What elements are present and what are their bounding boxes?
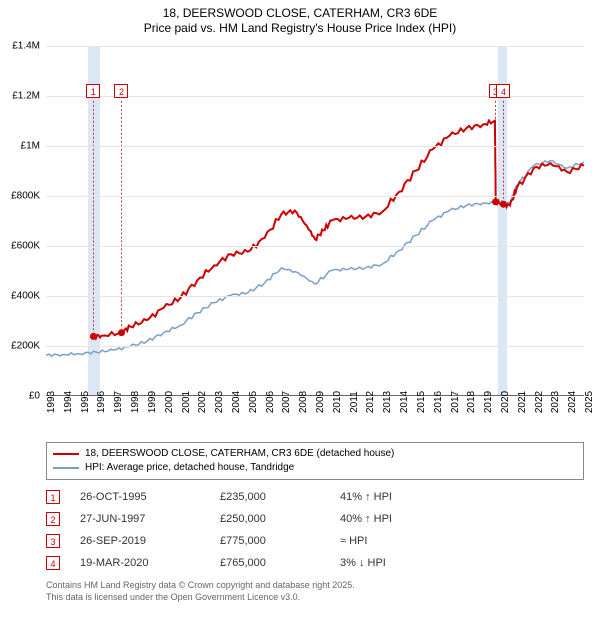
chart-container: 18, DEERSWOOD CLOSE, CATERHAM, CR3 6DE P… — [0, 0, 600, 620]
x-tick-label: 2025 — [584, 391, 595, 413]
legend-item: HPI: Average price, detached house, Tand… — [53, 461, 577, 475]
tx-date: 26-SEP-2019 — [80, 535, 200, 547]
grid-line — [46, 146, 584, 147]
x-tick-label: 2018 — [466, 391, 477, 413]
x-tick-label: 2019 — [483, 391, 494, 413]
tx-marker: 3 — [46, 534, 60, 548]
grid-line — [46, 296, 584, 297]
tx-pct: ≈ HPI — [340, 535, 440, 547]
grid-line — [46, 346, 584, 347]
x-tick-label: 2012 — [365, 391, 376, 413]
legend: 18, DEERSWOOD CLOSE, CATERHAM, CR3 6DE (… — [46, 442, 584, 480]
x-tick-label: 2014 — [399, 391, 410, 413]
x-tick-label: 1993 — [46, 391, 57, 413]
transaction-row: 4 19-MAR-2020 £765,000 3% ↓ HPI — [46, 552, 584, 574]
x-tick-label: 2016 — [433, 391, 444, 413]
x-tick-label: 2001 — [181, 391, 192, 413]
x-tick-label: 2021 — [517, 391, 528, 413]
tx-pct: 41% ↑ HPI — [340, 491, 440, 503]
legend-swatch — [53, 467, 79, 469]
x-tick-label: 2015 — [416, 391, 427, 413]
y-axis: £0£200K£400K£600K£800K£1M£1.2M£1.4M — [0, 46, 44, 396]
tx-price: £250,000 — [220, 513, 320, 525]
legend-label: 18, DEERSWOOD CLOSE, CATERHAM, CR3 6DE (… — [85, 447, 394, 461]
legend-item: 18, DEERSWOOD CLOSE, CATERHAM, CR3 6DE (… — [53, 447, 577, 461]
x-tick-label: 2017 — [450, 391, 461, 413]
x-tick-label: 2022 — [534, 391, 545, 413]
x-tick-label: 1999 — [147, 391, 158, 413]
marker-box: 2 — [114, 84, 128, 98]
y-tick-label: £0 — [29, 391, 40, 402]
y-tick-label: £600K — [11, 241, 40, 252]
sale-dot — [492, 198, 499, 205]
x-tick-label: 2009 — [315, 391, 326, 413]
x-axis: 1993199419951996199719981999200020012002… — [46, 398, 584, 442]
marker-box: 4 — [496, 84, 510, 98]
x-tick-label: 2011 — [349, 391, 360, 413]
x-tick-label: 2013 — [382, 391, 393, 413]
tx-price: £765,000 — [220, 557, 320, 569]
tx-price: £235,000 — [220, 491, 320, 503]
plot-area: 1234 — [46, 46, 584, 396]
series-property — [93, 120, 584, 338]
tx-marker: 1 — [46, 490, 60, 504]
y-tick-label: £1M — [21, 141, 40, 152]
y-tick-label: £1.2M — [12, 91, 40, 102]
x-tick-label: 2002 — [197, 391, 208, 413]
tx-date: 27-JUN-1997 — [80, 513, 200, 525]
tx-pct: 3% ↓ HPI — [340, 557, 440, 569]
x-tick-label: 2008 — [298, 391, 309, 413]
x-tick-label: 1995 — [80, 391, 91, 413]
legend-swatch — [53, 453, 79, 455]
y-tick-label: £200K — [11, 341, 40, 352]
x-tick-label: 2004 — [231, 391, 242, 413]
x-tick-label: 2020 — [500, 391, 511, 413]
x-tick-label: 1996 — [96, 391, 107, 413]
y-tick-label: £400K — [11, 291, 40, 302]
sale-dot — [500, 201, 507, 208]
tx-date: 19-MAR-2020 — [80, 557, 200, 569]
grid-line — [46, 196, 584, 197]
transaction-row: 3 26-SEP-2019 £775,000 ≈ HPI — [46, 530, 584, 552]
x-tick-label: 2010 — [332, 391, 343, 413]
tx-marker: 2 — [46, 512, 60, 526]
x-tick-label: 2003 — [214, 391, 225, 413]
x-tick-label: 1997 — [113, 391, 124, 413]
sale-dot — [90, 333, 97, 340]
footnote-line1: Contains HM Land Registry data © Crown c… — [46, 580, 584, 592]
footnote: Contains HM Land Registry data © Crown c… — [46, 580, 584, 603]
grid-line — [46, 46, 584, 47]
x-tick-label: 2023 — [550, 391, 561, 413]
tx-date: 26-OCT-1995 — [80, 491, 200, 503]
grid-line — [46, 246, 584, 247]
transaction-row: 1 26-OCT-1995 £235,000 41% ↑ HPI — [46, 486, 584, 508]
x-tick-label: 2005 — [248, 391, 259, 413]
x-tick-label: 2024 — [567, 391, 578, 413]
tx-pct: 40% ↑ HPI — [340, 513, 440, 525]
x-tick-label: 2007 — [281, 391, 292, 413]
x-tick-label: 2006 — [265, 391, 276, 413]
x-tick-label: 2000 — [164, 391, 175, 413]
tx-price: £775,000 — [220, 535, 320, 547]
transaction-row: 2 27-JUN-1997 £250,000 40% ↑ HPI — [46, 508, 584, 530]
title-subtitle: Price paid vs. HM Land Registry's House … — [0, 21, 600, 36]
title-block: 18, DEERSWOOD CLOSE, CATERHAM, CR3 6DE P… — [0, 0, 600, 36]
title-address: 18, DEERSWOOD CLOSE, CATERHAM, CR3 6DE — [0, 6, 600, 21]
x-tick-label: 1994 — [63, 391, 74, 413]
tx-marker: 4 — [46, 556, 60, 570]
y-tick-label: £1.4M — [12, 41, 40, 52]
footnote-line2: This data is licensed under the Open Gov… — [46, 592, 584, 604]
y-tick-label: £800K — [11, 191, 40, 202]
marker-box: 1 — [86, 84, 100, 98]
transactions-table: 1 26-OCT-1995 £235,000 41% ↑ HPI 2 27-JUN-199… — [46, 486, 584, 574]
x-tick-label: 1998 — [130, 391, 141, 413]
sale-dot — [118, 329, 125, 336]
legend-label: HPI: Average price, detached house, Tand… — [85, 461, 294, 475]
